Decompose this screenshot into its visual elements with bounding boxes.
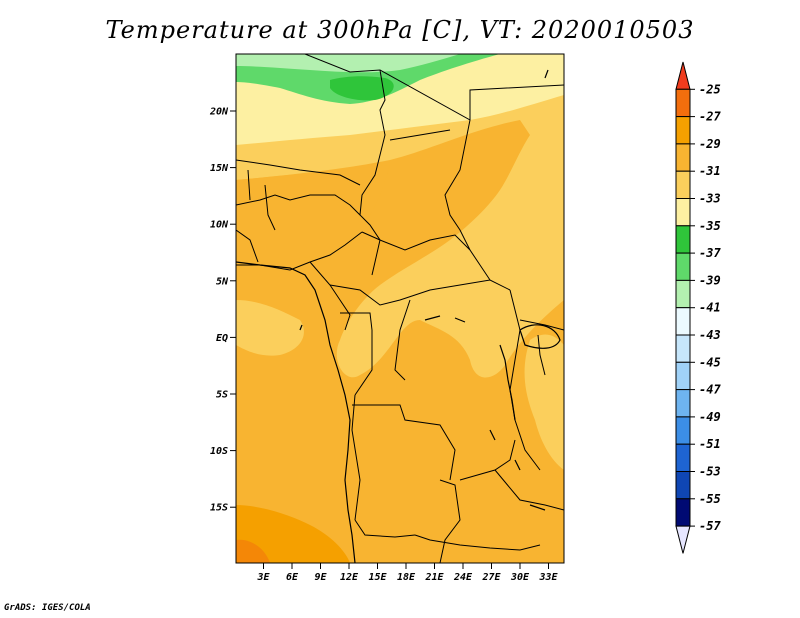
lat-label: 10N <box>210 220 229 231</box>
lon-label: 24E <box>453 572 473 583</box>
lon-label: 30E <box>510 572 530 583</box>
colorbar-label: -37 <box>699 246 721 260</box>
lat-label: 15N <box>210 163 229 174</box>
map-frame <box>235 53 565 564</box>
latitude-axis: 20N 15N 10N 5N EQ 5S 10S 15S <box>209 107 236 514</box>
lon-label: 33E <box>538 572 558 583</box>
colorbar-label: -51 <box>699 437 721 451</box>
footer-credit: GrADS: IGES/COLA <box>4 603 91 613</box>
colorbar-cell <box>675 389 691 418</box>
colorbar-label: -35 <box>699 219 721 233</box>
lon-label: 9E <box>314 572 327 583</box>
lon-label: 12E <box>340 572 359 583</box>
lat-label: 5S <box>216 390 228 401</box>
colorbar-bottom-arrow <box>675 525 691 554</box>
lon-label: 18E <box>397 572 416 583</box>
colorbar-label: -27 <box>699 110 721 124</box>
lat-label: 20N <box>209 107 229 118</box>
colorbar-label: -55 <box>699 492 721 506</box>
coastlines <box>236 69 561 563</box>
colorbar-legend: -25 -27 -29 -31 -33 -35 -37 -39 -41 -43 -45 -47 -49 -… <box>675 61 721 554</box>
lat-label: EQ <box>216 333 228 344</box>
colorbar-cell <box>675 88 691 118</box>
colorbar-cell <box>675 225 691 254</box>
colorbar-label: -33 <box>699 192 721 206</box>
colorbar-cell <box>675 170 691 199</box>
colorbar-cell <box>675 471 691 500</box>
colorbar-cell <box>675 279 691 309</box>
colorbar-label: -47 <box>699 383 721 397</box>
colorbar-label: -43 <box>699 328 721 342</box>
colorbar-label: -29 <box>699 137 721 151</box>
colorbar-label: -41 <box>699 301 721 315</box>
colorbar-label: -39 <box>699 273 721 287</box>
lat-label: 10S <box>210 446 228 457</box>
lat-label: 5N <box>216 276 229 287</box>
lon-label: 21E <box>424 572 444 583</box>
colorbar-cell <box>675 443 691 473</box>
colorbar-label: -49 <box>699 410 721 424</box>
lat-label: 15S <box>210 503 228 514</box>
longitude-axis: 3E 6E 9E 12E 15E 18E 21E 24E 27E 30E 33E <box>256 563 559 583</box>
lon-label: 27E <box>481 572 501 583</box>
colorbar-label: -31 <box>699 164 721 178</box>
colorbar-cell <box>675 198 691 227</box>
colorbar-cell <box>675 498 691 527</box>
colorbar-label: -57 <box>699 519 721 533</box>
colorbar-label: -45 <box>699 355 721 369</box>
country-borders <box>236 54 564 563</box>
colorbar-label: -25 <box>699 82 721 96</box>
colorbar-cell <box>675 334 691 363</box>
colorbar-cell <box>675 416 691 445</box>
colorbar-label: -53 <box>699 465 721 479</box>
colorbar-cell <box>675 361 691 391</box>
colorbar-cell <box>675 116 691 145</box>
colorbar-cell <box>675 143 691 172</box>
colorbar-cell <box>675 307 691 336</box>
lon-label: 6E <box>286 572 299 583</box>
lon-label: 3E <box>256 572 270 583</box>
lon-label: 15E <box>368 572 387 583</box>
colorbar-cell <box>675 252 691 281</box>
colorbar-top-arrow <box>675 61 691 90</box>
chart-title: Temperature at 300hPa [C], VT: 202001050… <box>105 16 695 44</box>
